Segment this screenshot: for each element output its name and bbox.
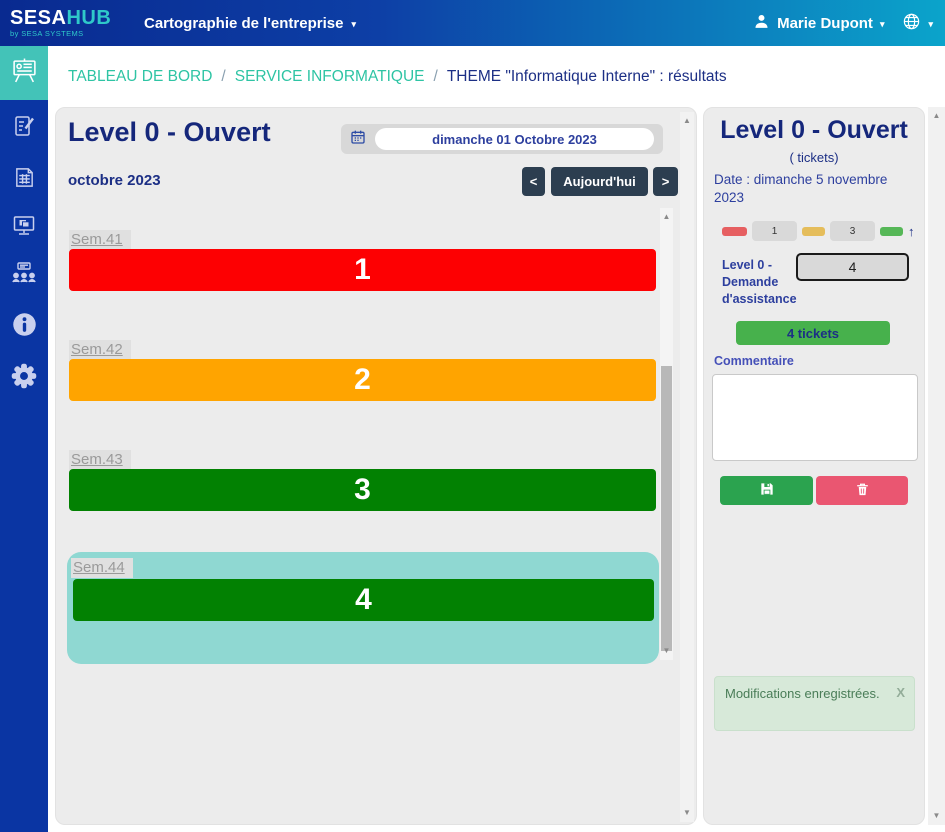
trash-icon <box>855 482 870 500</box>
page-scrollbar[interactable]: ▲ ▼ <box>928 107 945 825</box>
breadcrumb-separator: / <box>221 67 226 85</box>
bar-sem43[interactable]: 3 <box>69 469 656 511</box>
breadcrumb-separator: / <box>433 67 438 85</box>
sidebar-item-dashboard-board[interactable] <box>0 46 48 100</box>
app-header: SESAHUB by SESA SYSTEMS Cartographie de … <box>0 0 945 46</box>
sidebar-item-edit-form[interactable] <box>0 106 48 150</box>
chart-panel: Level 0 - Ouvert octobre 2023 < Aujourd'… <box>55 107 697 825</box>
gear-icon <box>10 362 38 395</box>
monitor-icon <box>12 213 36 242</box>
sidebar-item-information[interactable] <box>0 305 48 349</box>
chart-list-scrollbar[interactable]: ▲ ▼ <box>660 208 673 660</box>
bar-sem42[interactable]: 2 <box>69 359 656 401</box>
sidebar-item-settings[interactable] <box>0 356 48 400</box>
ticket-detail-panel: Level 0 - Ouvert ( tickets) Date : diman… <box>703 107 925 825</box>
selected-week-highlight: Sem.44 4 <box>67 552 659 664</box>
date-picker[interactable] <box>341 124 663 154</box>
logo-tagline: by SESA SYSTEMS <box>10 29 84 39</box>
bar-sem44[interactable]: 4 <box>73 579 654 621</box>
person-icon <box>753 13 770 34</box>
edit-document-icon <box>12 114 36 143</box>
week-link-sem43[interactable]: Sem.43 <box>69 450 131 470</box>
scroll-down-arrow[interactable]: ▼ <box>683 808 691 817</box>
week-link-sem42[interactable]: Sem.42 <box>69 340 131 360</box>
chevron-down-icon: ▾ <box>928 18 933 29</box>
sidebar-item-screens[interactable] <box>0 205 48 249</box>
scroll-up-arrow[interactable]: ▲ <box>662 212 671 221</box>
threshold-high-input[interactable] <box>830 221 875 241</box>
threshold-low-swatch <box>722 226 747 236</box>
threshold-high-swatch <box>880 226 903 236</box>
info-icon <box>11 311 38 343</box>
toast-message: Modifications enregistrées. <box>725 686 880 701</box>
spreadsheet-icon <box>13 166 36 194</box>
app-menu-label: Cartographie de l'entreprise <box>144 14 344 32</box>
detail-panel-subtitle: ( tickets) <box>789 150 839 165</box>
bar-value-sem43: 3 <box>354 473 371 506</box>
scroll-up-arrow[interactable]: ▲ <box>683 116 691 125</box>
logo-text: SESAHUB <box>10 7 112 30</box>
detail-panel-title: Level 0 - Ouvert <box>720 116 908 144</box>
bar-value-sem42: 2 <box>354 363 371 396</box>
sidebar-item-organization[interactable] <box>0 253 48 297</box>
toast-notification: Modifications enregistrées. X <box>714 676 915 731</box>
bar-sem41[interactable]: 1 <box>69 249 656 291</box>
threshold-legend: ↑ <box>722 221 915 241</box>
trend-up-icon: ↑ <box>908 223 915 239</box>
close-icon[interactable]: X <box>896 685 905 700</box>
breadcrumb: TABLEAU DE BORD / SERVICE INFORMATIQUE /… <box>48 46 945 107</box>
globe-icon <box>902 12 921 35</box>
scroll-down-arrow[interactable]: ▼ <box>932 811 941 820</box>
previous-period-button[interactable]: < <box>522 167 545 196</box>
delete-button[interactable] <box>816 476 908 505</box>
app-menu-dropdown[interactable]: Cartographie de l'entreprise ▾ <box>144 15 356 32</box>
scroll-up-arrow[interactable]: ▲ <box>932 111 941 120</box>
next-period-button[interactable]: > <box>653 167 678 196</box>
today-button[interactable]: Aujourd'hui <box>551 167 648 196</box>
save-button[interactable] <box>720 476 813 505</box>
detail-date-label: Date : dimanche 5 novembre 2023 <box>714 172 888 206</box>
metric-value-input[interactable] <box>796 253 909 281</box>
metric-label: Level 0 - Demande d'assistance <box>722 258 797 306</box>
chevron-down-icon: ▾ <box>879 18 885 29</box>
sidebar <box>0 46 48 832</box>
breadcrumb-service[interactable]: SERVICE INFORMATIQUE <box>234 67 425 85</box>
floppy-save-icon <box>759 481 775 500</box>
threshold-low-input[interactable] <box>752 221 797 241</box>
bar-value-sem44: 4 <box>355 583 372 616</box>
bar-value-sem41: 1 <box>354 253 371 286</box>
scrollbar-thumb[interactable] <box>661 366 672 651</box>
org-chart-icon <box>11 261 37 290</box>
tickets-count-button[interactable]: 4 tickets <box>736 321 890 345</box>
week-link-sem41[interactable]: Sem.41 <box>69 230 131 250</box>
month-label: octobre 2023 <box>68 172 161 189</box>
sidebar-item-reports[interactable] <box>0 158 48 202</box>
comment-textarea[interactable] <box>712 374 918 461</box>
breadcrumb-dashboard[interactable]: TABLEAU DE BORD <box>68 67 213 85</box>
chevron-down-icon: ▾ <box>351 18 356 29</box>
language-menu-dropdown[interactable]: ▾ <box>902 12 933 35</box>
chart-panel-scrollbar[interactable]: ▲ ▼ <box>680 112 694 822</box>
comment-label: Commentaire <box>714 354 794 368</box>
breadcrumb-current: THEME "Informatique Interne" : résultats <box>446 67 727 85</box>
logo[interactable]: SESAHUB by SESA SYSTEMS <box>10 8 128 38</box>
scroll-down-arrow[interactable]: ▼ <box>662 646 671 655</box>
threshold-mid-swatch <box>802 226 825 236</box>
calendar-icon[interactable] <box>350 129 366 150</box>
date-picker-input[interactable] <box>375 128 654 150</box>
presentation-board-icon <box>11 57 38 89</box>
week-link-sem44[interactable]: Sem.44 <box>71 558 133 578</box>
chart-panel-title: Level 0 - Ouvert <box>68 117 271 147</box>
user-menu-dropdown[interactable]: Marie Dupont ▾ <box>753 13 884 34</box>
user-name: Marie Dupont <box>777 14 873 32</box>
